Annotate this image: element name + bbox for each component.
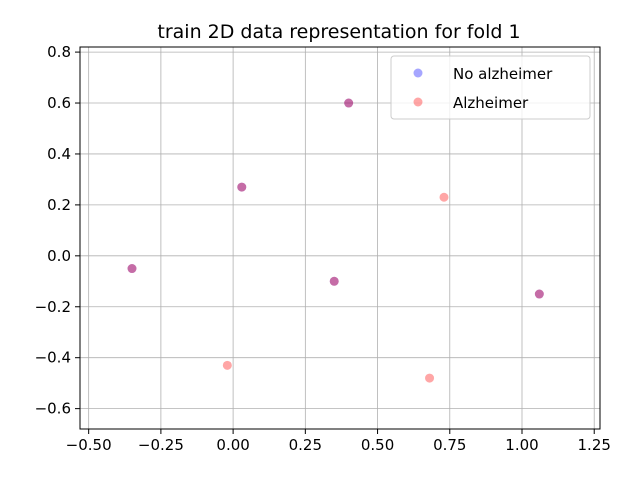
point-no-alzheimer <box>329 276 339 286</box>
point-no-alzheimer <box>237 182 247 192</box>
chart-title: train 2D data representation for fold 1 <box>157 21 520 43</box>
legend-marker-alzheimer <box>413 97 423 107</box>
legend-label-no-alzheimer: No alzheimer <box>453 65 553 83</box>
point-no-alzheimer <box>534 289 544 299</box>
data-points <box>127 98 544 383</box>
x-tick-label: 1.00 <box>505 436 538 454</box>
point-alzheimer <box>222 360 232 370</box>
legend-label-alzheimer: Alzheimer <box>453 94 529 112</box>
y-tick-label: −0.6 <box>35 400 71 418</box>
x-tick-label: −0.50 <box>66 436 112 454</box>
y-tick-label: −0.2 <box>35 298 71 316</box>
legend: No alzheimer Alzheimer <box>390 55 591 120</box>
axis-ticks: −0.50 −0.25 0.00 0.25 0.50 0.75 1.00 1.25 −0.6 −0… <box>35 43 611 454</box>
point-alzheimer <box>534 289 544 299</box>
x-tick-label: 0.00 <box>216 436 249 454</box>
x-tick-label: 0.50 <box>361 436 394 454</box>
point-no-alzheimer <box>344 98 354 108</box>
y-tick-label: 0.8 <box>47 43 71 61</box>
point-alzheimer <box>344 98 354 108</box>
y-tick-label: 0.0 <box>47 247 71 265</box>
legend-marker-no-alzheimer <box>413 68 423 78</box>
y-tick-label: 0.6 <box>47 94 71 112</box>
point-alzheimer <box>127 264 137 274</box>
point-alzheimer <box>439 192 449 202</box>
y-tick-label: 0.2 <box>47 196 71 214</box>
legend-box <box>390 55 591 120</box>
y-tick-label: −0.4 <box>35 349 71 367</box>
x-tick-label: 1.25 <box>578 436 611 454</box>
x-tick-label: 0.75 <box>433 436 466 454</box>
x-tick-label: −0.25 <box>138 436 184 454</box>
point-alzheimer <box>329 276 339 286</box>
point-alzheimer <box>425 373 435 383</box>
point-no-alzheimer <box>127 264 137 274</box>
x-tick-label: 0.25 <box>289 436 322 454</box>
plot-area <box>79 46 601 430</box>
point-alzheimer <box>237 182 247 192</box>
y-tick-label: 0.4 <box>47 145 71 163</box>
